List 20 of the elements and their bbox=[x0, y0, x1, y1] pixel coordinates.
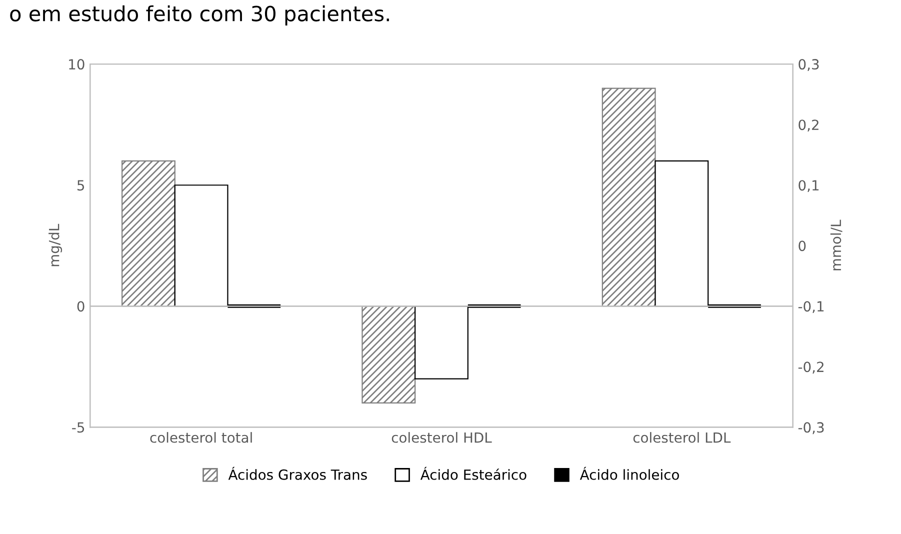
y2-tick-label: 0,1 bbox=[798, 180, 819, 192]
x-tick-label: colesterol LDL bbox=[633, 432, 731, 443]
y2-tick-label: -0,3 bbox=[798, 422, 824, 434]
y2-axis-title: mmol/L bbox=[830, 220, 842, 270]
legend-label: Ácido linoleico bbox=[580, 466, 679, 480]
x-tick-label: colesterol total bbox=[150, 432, 252, 443]
y2-tick-label: -0,2 bbox=[798, 362, 824, 374]
y2-tick-label: 0,3 bbox=[798, 59, 819, 71]
y2-tick-label: -0,1 bbox=[798, 301, 824, 314]
y-tick-label: 5 bbox=[77, 180, 84, 191]
y2-tick-label: 0,2 bbox=[798, 120, 818, 132]
y-tick-label: -5 bbox=[72, 422, 84, 433]
y-tick-label: 0 bbox=[77, 301, 84, 312]
y2-tick-label: 0 bbox=[798, 240, 806, 252]
legend-label: Ácido Esteárico bbox=[420, 466, 526, 480]
legend-label: Ácidos Graxos Trans bbox=[228, 466, 367, 480]
y-axis-title: mg/dL bbox=[48, 224, 62, 266]
y-tick-label: 10 bbox=[69, 59, 84, 70]
chart-title: o em estudo feito com 30 pacientes. bbox=[10, 5, 389, 26]
x-tick-label: colesterol HDL bbox=[392, 432, 492, 443]
